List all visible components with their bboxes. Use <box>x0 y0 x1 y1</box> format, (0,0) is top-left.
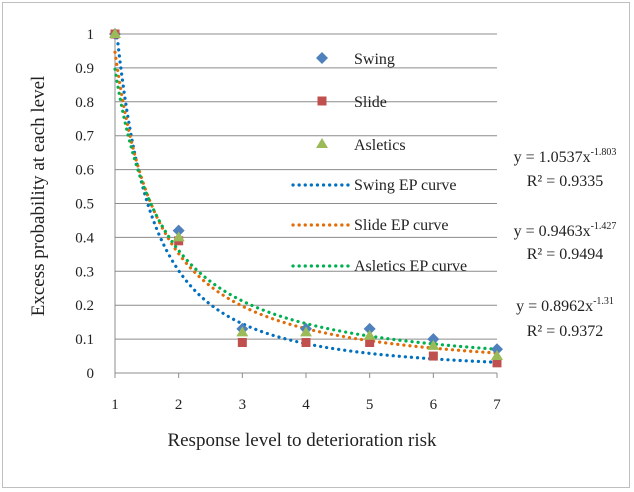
tick-layer: 0 0.1 0.2 0.3 0.4 0.5 0.6 0.7 0.8 0.9 1 1 2 3 4 5 6 7 <box>75 27 501 413</box>
legend-label-1: Swing <box>354 51 395 68</box>
point-asletics-3 <box>236 326 249 337</box>
y-tick-label: 0.4 <box>75 230 94 246</box>
point-asletics-2 <box>172 231 185 242</box>
curve-layer <box>113 30 499 364</box>
y-axis-label: Excess probability at each level <box>28 76 49 317</box>
y-tick-label: 0.2 <box>75 298 94 314</box>
point-asletics-7 <box>491 350 503 361</box>
x-tick-label: 6 <box>430 397 438 413</box>
legend-label-5: Slide EP curve <box>354 217 449 234</box>
equation-2: y = 0.9463x-1.427 <box>514 221 617 240</box>
trendline-1 <box>113 50 499 355</box>
legend-marker-1 <box>316 52 328 64</box>
point-asletics-5 <box>363 329 376 340</box>
trendline-2 <box>113 67 499 351</box>
chart-frame <box>2 2 630 488</box>
y-tick-label: 0.3 <box>75 264 94 280</box>
y-tick-label: 0 <box>87 366 95 382</box>
equation-3: y = 0.8962x-1.31 <box>516 296 614 315</box>
point-slide-7 <box>492 358 502 368</box>
legend-label-4: Swing EP curve <box>354 177 457 194</box>
x-tick-label: 5 <box>366 397 374 413</box>
y-tick-label: 0.8 <box>75 95 94 111</box>
point-asletics-4 <box>300 326 312 337</box>
point-slide-3 <box>237 337 247 347</box>
y-tick-label: 0.5 <box>75 197 94 213</box>
x-tick-label: 2 <box>175 397 183 413</box>
legend: Swing Slide Asletics Swing EP curve Slide EP… <box>291 51 467 275</box>
legend-label-2: Slide <box>354 94 387 111</box>
point-slide-5 <box>365 337 375 347</box>
legend-marker-2 <box>317 96 327 106</box>
equation-1: y = 1.0537x-1.803 <box>514 147 617 166</box>
trendline-equations: y = 1.0537x-1.803 R² = 0.9335 y = 0.9463x-… <box>514 147 617 340</box>
y-tick-label: 1 <box>87 27 95 43</box>
trendline-0 <box>113 30 499 364</box>
r-squared-3: R² = 0.9372 <box>527 323 604 340</box>
x-tick-label: 7 <box>493 397 501 413</box>
r-squared-1: R² = 0.9335 <box>527 173 604 190</box>
point-slide-6 <box>428 351 438 361</box>
grid-layer <box>114 33 498 378</box>
point-asletics-6 <box>427 339 440 350</box>
y-tick-label: 0.7 <box>75 129 94 145</box>
y-tick-label: 0.6 <box>75 163 94 179</box>
r-squared-2: R² = 0.9494 <box>527 246 604 263</box>
legend-label-6: Asletics EP curve <box>354 258 467 275</box>
x-axis-label: Response level to deterioration risk <box>167 430 437 451</box>
legend-marker-3 <box>316 138 328 148</box>
x-tick-label: 4 <box>302 397 310 413</box>
y-tick-label: 0.9 <box>75 61 94 77</box>
point-swing-2 <box>172 224 185 237</box>
y-tick-label: 0.1 <box>75 332 94 348</box>
point-asletics-1 <box>109 28 121 38</box>
x-tick-label: 3 <box>239 397 247 413</box>
point-swing-6 <box>427 333 440 346</box>
marker-layer <box>109 28 503 368</box>
point-swing-5 <box>363 322 376 335</box>
point-swing-7 <box>491 343 503 356</box>
point-slide-4 <box>301 337 311 347</box>
x-tick-label: 1 <box>111 397 119 413</box>
legend-label-3: Asletics <box>354 137 406 154</box>
